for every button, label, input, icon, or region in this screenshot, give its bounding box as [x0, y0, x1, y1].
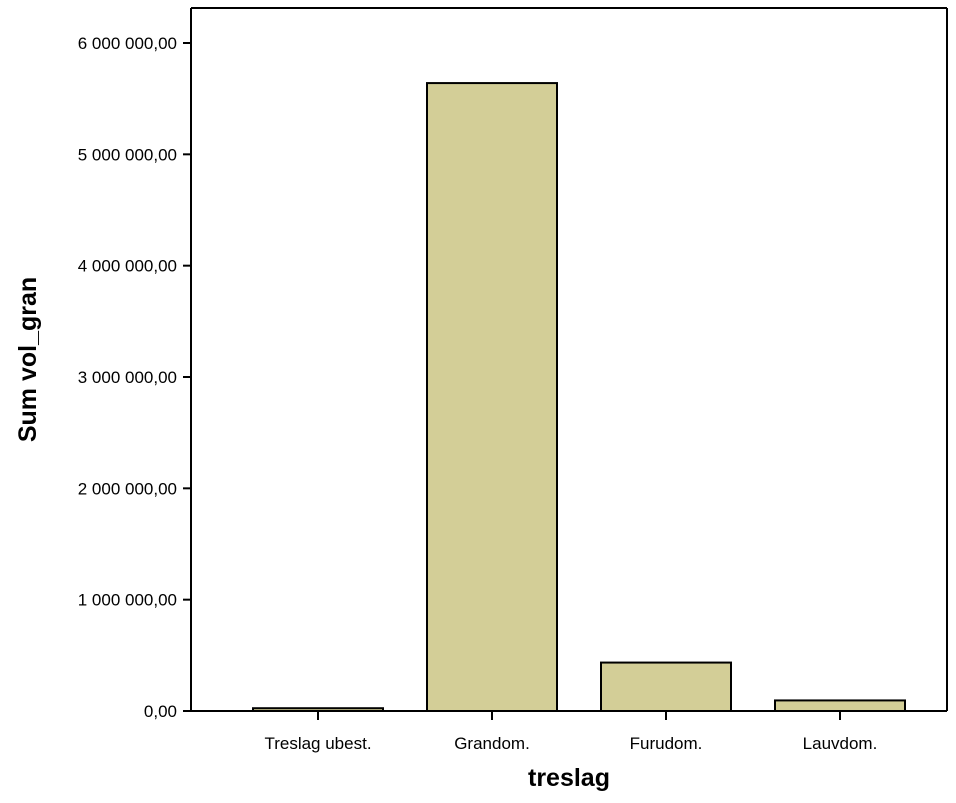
- y-axis-title: Sum vol_gran: [14, 277, 42, 442]
- y-tick-label: 4 000 000,00: [78, 257, 177, 276]
- x-axis-title: treslag: [528, 764, 610, 792]
- x-tick-label: Grandom.: [454, 734, 530, 753]
- y-tick-label: 5 000 000,00: [78, 145, 177, 164]
- y-axis: 0,00 1 000 000,00 2 000 000,00 3 000 000,00…: [78, 34, 191, 721]
- x-axis: Treslag ubest. Grandom. Furudom. Lauvdom.: [264, 711, 877, 753]
- bar-2: [426, 82, 558, 712]
- y-tick-label: 0,00: [144, 702, 177, 721]
- y-tick-label: 6 000 000,00: [78, 34, 177, 53]
- y-tick-label: 1 000 000,00: [78, 591, 177, 610]
- bars-layer: [252, 82, 906, 713]
- bar-3: [600, 661, 732, 713]
- y-tick-label: 2 000 000,00: [78, 479, 177, 498]
- x-tick-label: Furudom.: [630, 734, 703, 753]
- bar-4: [774, 699, 906, 713]
- x-tick-label: Treslag ubest.: [264, 734, 371, 753]
- x-tick-label: Lauvdom.: [803, 734, 878, 753]
- y-tick-label: 3 000 000,00: [78, 368, 177, 387]
